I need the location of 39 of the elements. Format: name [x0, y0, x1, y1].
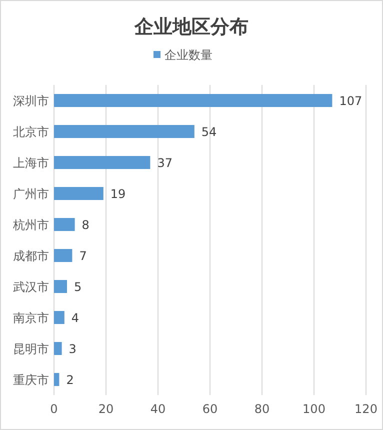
- bar: [54, 310, 64, 324]
- y-tick-label: 上海市: [13, 156, 49, 170]
- x-tick-label: 120: [354, 402, 378, 416]
- bar: [54, 372, 60, 386]
- x-tick-label: 20: [98, 402, 114, 416]
- y-tick-label: 杭州市: [12, 218, 49, 232]
- x-tick-label: 60: [202, 402, 218, 416]
- legend-label: 企业数量: [164, 48, 212, 62]
- y-tick-label: 深圳市: [13, 94, 49, 108]
- data-label: 4: [71, 311, 80, 325]
- bar: [54, 248, 72, 262]
- y-tick-label: 南京市: [13, 311, 49, 325]
- data-label: 8: [82, 218, 90, 232]
- y-tick-label: 北京市: [13, 125, 49, 139]
- bar: [54, 186, 104, 200]
- x-tick-label: 100: [302, 402, 326, 416]
- data-label: 19: [110, 187, 126, 201]
- bar: [54, 124, 194, 138]
- data-label: 7: [79, 249, 87, 263]
- data-label: 5: [74, 280, 82, 294]
- y-tick-label: 广州市: [13, 187, 49, 201]
- x-tick-label: 80: [254, 402, 270, 416]
- chart-title: 企业地区分布: [134, 16, 248, 38]
- x-tick-label: 0: [50, 402, 58, 416]
- x-tick-label: 40: [150, 402, 166, 416]
- data-label: 3: [68, 342, 76, 356]
- bar: [54, 218, 75, 232]
- bar: [54, 156, 150, 170]
- data-label: 54: [201, 125, 217, 139]
- y-tick-label: 昆明市: [13, 342, 49, 356]
- bar: [54, 280, 67, 294]
- data-label: 107: [339, 94, 362, 108]
- y-tick-label: 成都市: [13, 249, 49, 263]
- bar: [54, 94, 332, 108]
- data-label: 37: [157, 156, 172, 170]
- y-tick-label: 重庆市: [13, 373, 49, 387]
- data-label: 2: [66, 373, 74, 387]
- bar: [54, 342, 62, 356]
- y-tick-label: 武汉市: [13, 280, 49, 294]
